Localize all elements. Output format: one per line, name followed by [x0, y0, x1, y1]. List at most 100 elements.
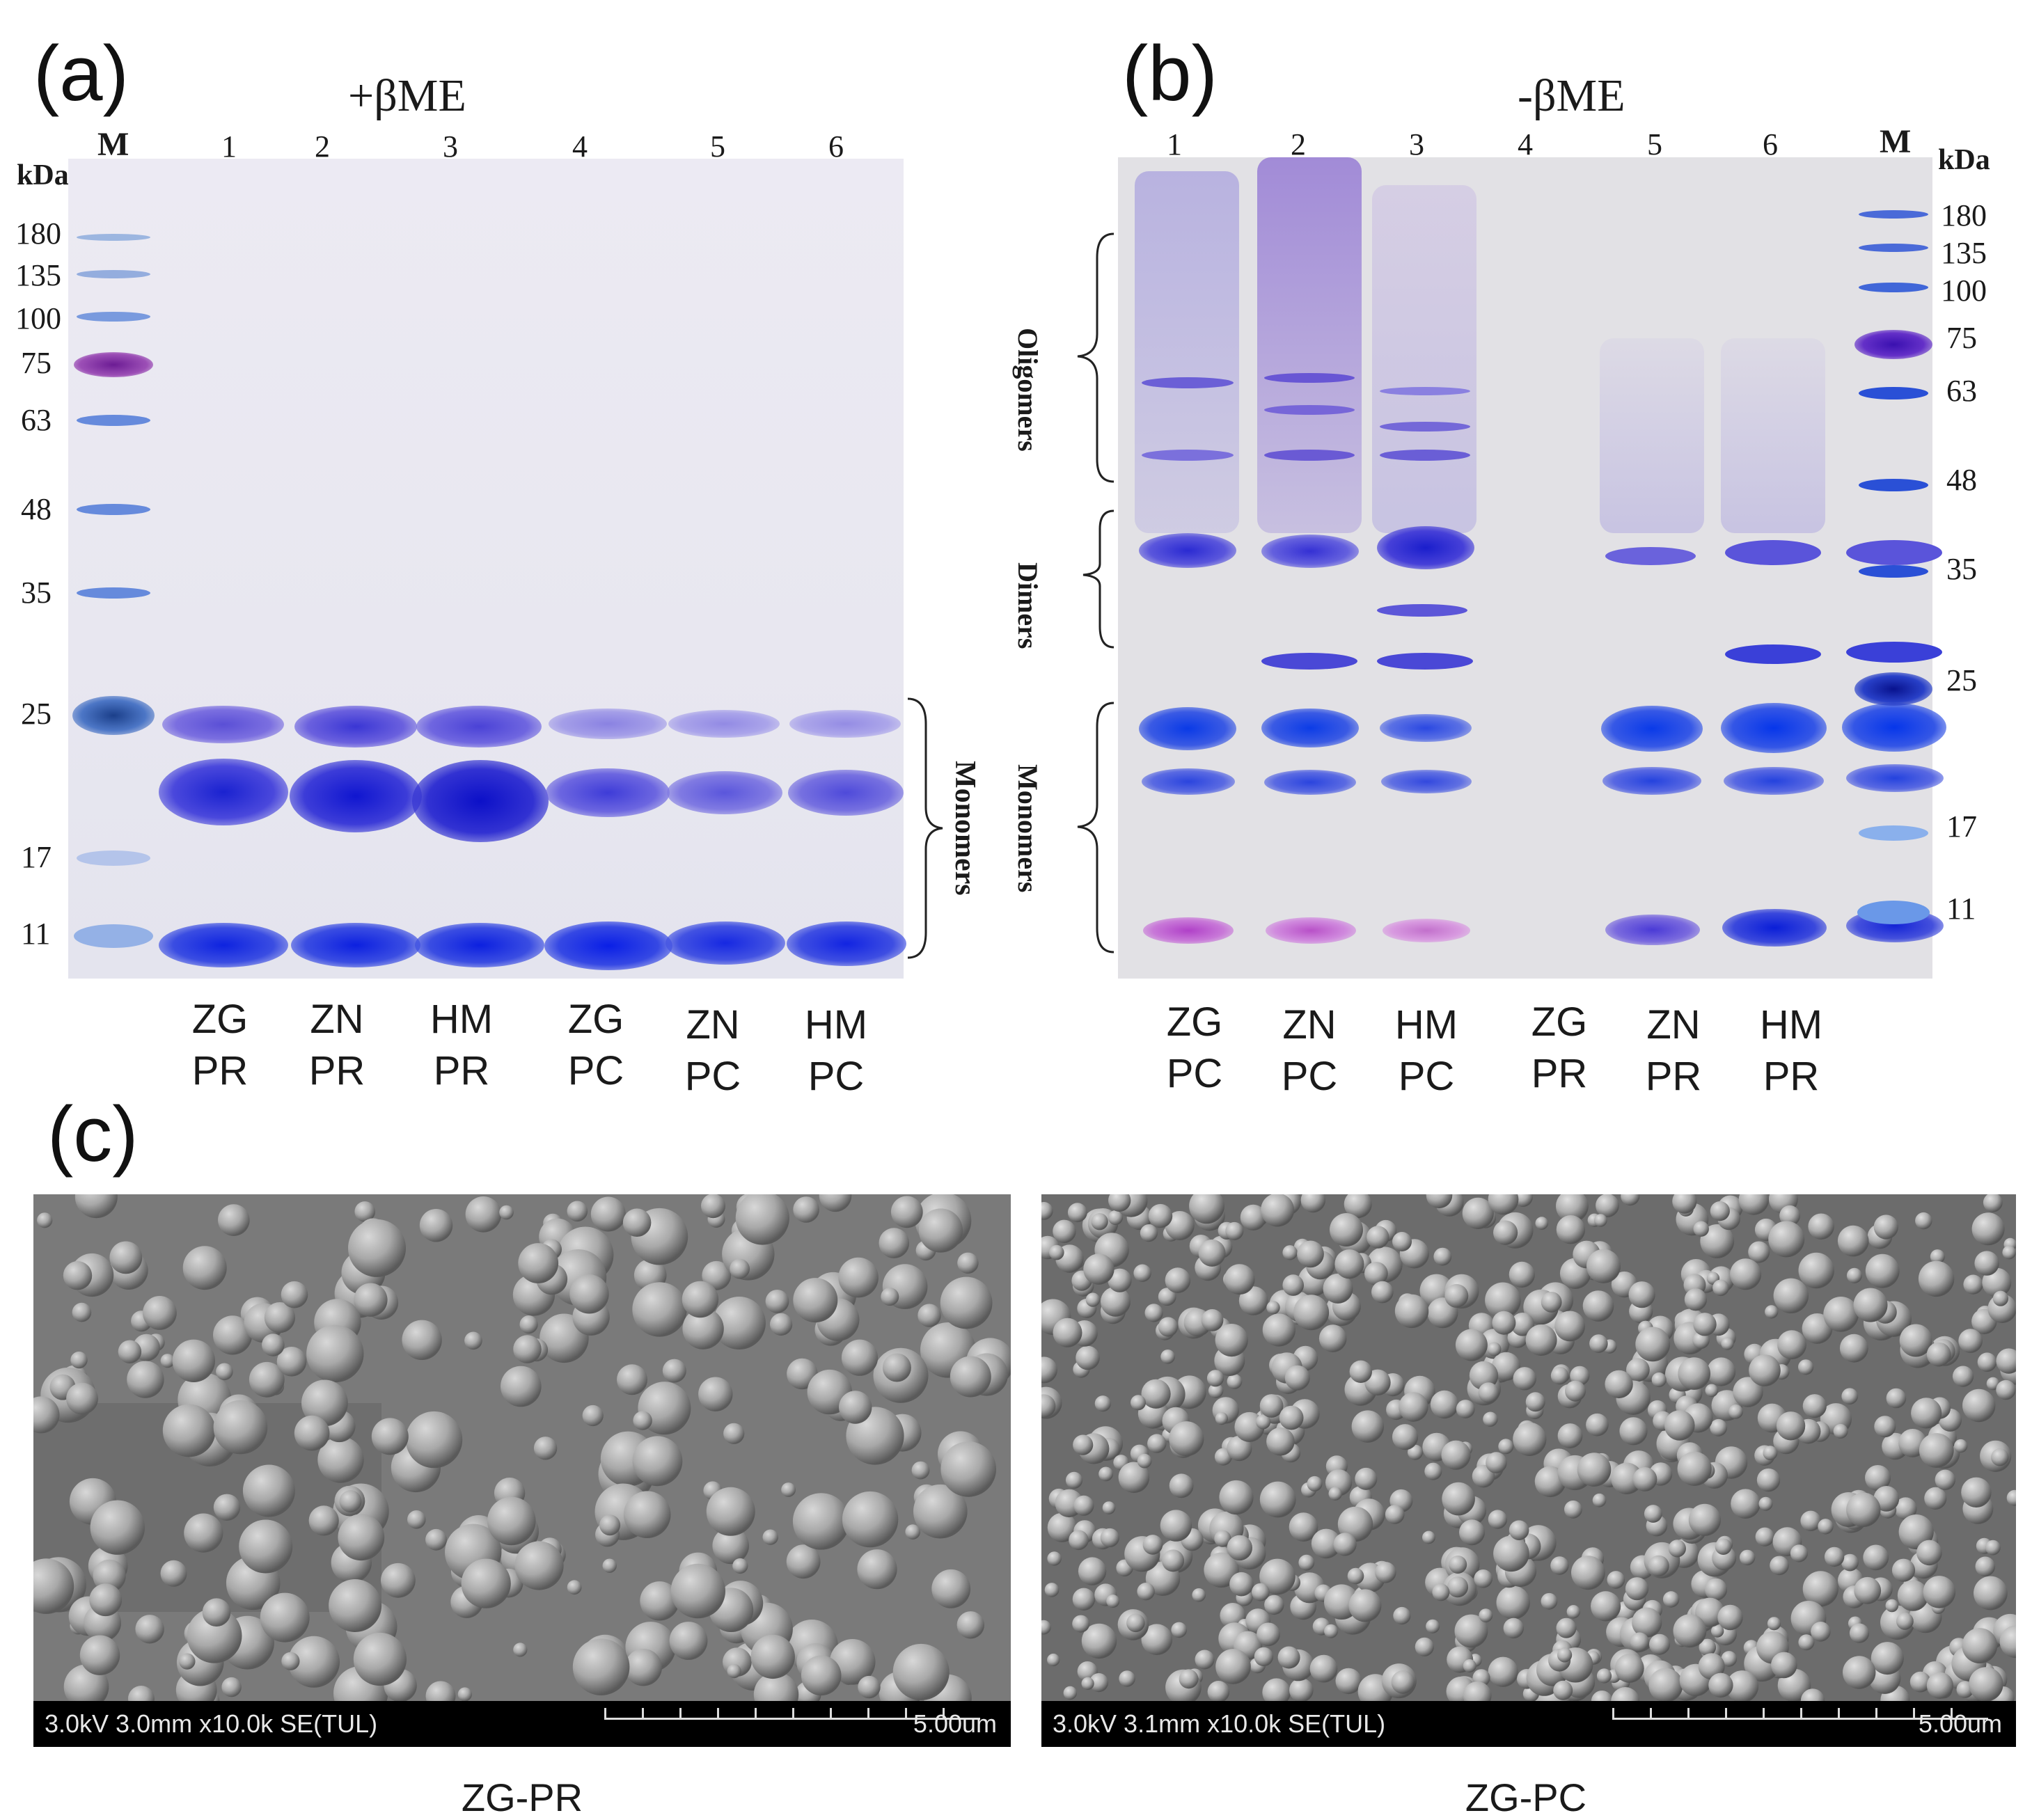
sem-particle — [143, 1296, 177, 1330]
sem-particle — [1399, 1392, 1428, 1422]
sem-particle — [1672, 1194, 1697, 1214]
sem-particle — [1731, 1489, 1761, 1519]
sem-particle — [1463, 1659, 1476, 1672]
sample-band — [1605, 915, 1700, 945]
sem-particle — [1426, 1194, 1453, 1209]
sample-band — [1842, 703, 1946, 752]
sample-label-line1: ZN — [1646, 1002, 1701, 1047]
sem-particle — [162, 1404, 216, 1457]
sem-particle — [1765, 1305, 1779, 1319]
sem-particle — [1089, 1673, 1109, 1693]
sem-particle — [135, 1615, 164, 1644]
sem-particle — [682, 1308, 724, 1350]
panel-a-monomers-label: Monomers — [949, 761, 981, 896]
sem-particle — [1557, 1647, 1573, 1663]
sem-info-text: 3.0kV 3.0mm x10.0k SE(TUL) — [45, 1709, 378, 1738]
sem-particle — [353, 1632, 407, 1686]
sem-particle — [1393, 1606, 1411, 1625]
sem-particle — [940, 1441, 996, 1497]
sem-particle — [957, 1252, 979, 1274]
sample-band — [1264, 450, 1355, 461]
sample-band — [1257, 157, 1362, 533]
panel-b-marker-label: M — [1880, 123, 1912, 160]
sample-label-line1: HM — [430, 997, 494, 1042]
sem-particle — [1596, 1668, 1612, 1684]
sample-label-line2: PC — [567, 1048, 624, 1093]
sem-particle — [765, 1290, 789, 1313]
sem-particle — [306, 1324, 364, 1383]
sem-particle — [882, 1353, 911, 1382]
sem-particle — [1100, 1528, 1119, 1548]
sample-band — [1261, 709, 1359, 747]
sample-band — [787, 921, 906, 966]
sem-particle — [1763, 1446, 1778, 1461]
panel-b-braces — [1077, 232, 1115, 953]
sem-particle — [317, 1437, 364, 1483]
sem-particle — [288, 1636, 340, 1688]
sem-particle — [1215, 1324, 1248, 1357]
sem-particle — [1041, 1356, 1057, 1384]
sample-label: ZG PR — [1511, 997, 1608, 1100]
marker-kda-label: 75 — [1946, 321, 1977, 355]
sem-particle — [567, 1201, 588, 1222]
panel-b-letter: (b) — [1122, 30, 1218, 117]
sample-band — [412, 760, 549, 842]
lane-number: 2 — [315, 129, 330, 164]
sem-particle — [917, 1304, 941, 1327]
sem-particle — [1364, 1262, 1388, 1285]
sem-particle — [1081, 1677, 1094, 1690]
sem-particle — [242, 1464, 295, 1517]
sem-particle — [79, 1635, 120, 1675]
sample-band — [1142, 377, 1234, 388]
sem-particle — [1072, 1588, 1096, 1611]
sem-particle — [1607, 1571, 1625, 1589]
marker-kda-label: 35 — [21, 576, 52, 610]
sample-band — [162, 706, 284, 743]
sem-particle — [1513, 1422, 1547, 1456]
marker-kda-label: 100 — [1941, 274, 1987, 308]
sem-particle — [617, 1364, 647, 1395]
panel-b-condition: -βME — [1518, 70, 1625, 121]
sem-particle — [572, 1638, 630, 1695]
sem-particle — [1710, 1201, 1730, 1221]
sem-particle — [1085, 1292, 1101, 1307]
sem-particle — [1259, 1558, 1295, 1595]
sem-particle — [1144, 1304, 1163, 1322]
sem-particle — [1262, 1313, 1295, 1347]
sem-particle — [1849, 1623, 1870, 1643]
sem-particle — [1692, 1331, 1710, 1349]
sample-band — [415, 923, 544, 967]
sem-particle — [1072, 1615, 1090, 1633]
sem-particle — [519, 1315, 538, 1334]
sem-particle — [1041, 1394, 1056, 1418]
sem-particle — [1351, 1410, 1384, 1443]
sem-particle — [1442, 1482, 1475, 1516]
sem-particle — [1344, 1194, 1372, 1219]
sem-particle — [881, 1288, 899, 1306]
sem-particle — [1668, 1540, 1686, 1558]
sem-particle — [184, 1513, 223, 1553]
sem-particle — [1498, 1439, 1514, 1455]
sem-particle — [857, 1549, 897, 1590]
sample-label: HM PC — [1374, 999, 1479, 1102]
sem-particle — [202, 1598, 231, 1627]
sem-particle — [66, 1382, 98, 1415]
sem-particle — [1195, 1649, 1215, 1670]
sem-particle — [670, 1563, 725, 1619]
sem-particle — [1837, 1225, 1869, 1257]
sem-particle — [892, 1643, 950, 1700]
sem-particle — [1873, 1486, 1900, 1512]
sem-particle — [1704, 1578, 1728, 1601]
sem-particle — [1874, 1416, 1896, 1438]
sem-particle — [1108, 1194, 1131, 1212]
sample-label-line1: HM — [804, 1002, 868, 1047]
sem-particle — [890, 1196, 923, 1228]
panel-a-condition: +βME — [348, 70, 466, 121]
sem-particle — [1047, 1551, 1062, 1566]
sem-particle — [1886, 1388, 1907, 1409]
marker-band — [1859, 244, 1928, 252]
sem-particle — [702, 1260, 732, 1290]
sem-particle — [723, 1423, 745, 1444]
sem-particle — [1215, 1412, 1228, 1425]
sem-texture — [33, 1194, 1011, 1747]
